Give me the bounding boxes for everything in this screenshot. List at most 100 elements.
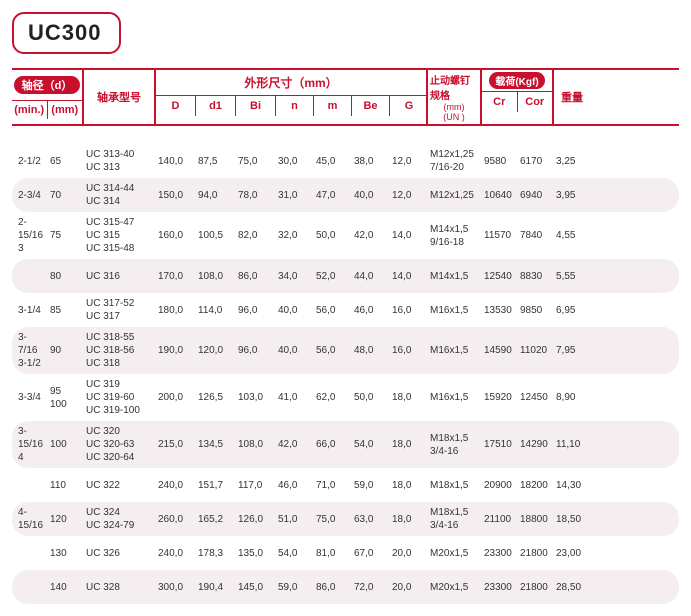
cell-Cr: 23300 (482, 577, 518, 598)
cell-model: UC 324 UC 324-79 (84, 502, 156, 536)
table-row: 3-15/16 4100UC 320 UC 320-63 UC 320-6421… (12, 421, 679, 468)
header-bolt-sub2: (UN ) (443, 112, 465, 122)
header-bolt-label: 止动螺钉规格 (430, 72, 478, 102)
cell-d1: 94,0 (196, 185, 236, 206)
cell-bolt: M16x1,5 (428, 387, 482, 408)
cell-wt: 5,55 (554, 266, 590, 287)
cell-Cor: 18200 (518, 475, 554, 496)
cell-Cr: 17510 (482, 434, 518, 455)
cell-D: 260,0 (156, 509, 196, 530)
cell-Cr: 13530 (482, 300, 518, 321)
cell-G: 18,0 (390, 387, 428, 408)
cell-d1: 120,0 (196, 340, 236, 361)
cell-model: UC 319 UC 319-60 UC 319-100 (84, 374, 156, 421)
header-Cor: Cor (518, 92, 553, 112)
cell-Cor: 21800 (518, 577, 554, 598)
table-row: 140UC 328300,0190,4145,059,086,072,020,0… (12, 570, 679, 604)
cell-mm: 95 100 (48, 381, 84, 415)
header-m: m (314, 96, 352, 116)
cell-Cor: 12450 (518, 387, 554, 408)
cell-min: 2-15/16 3 (12, 212, 48, 259)
cell-G: 16,0 (390, 340, 428, 361)
cell-G: 16,0 (390, 300, 428, 321)
cell-mm: 80 (48, 266, 84, 287)
cell-min: 2-1/2 (12, 151, 48, 172)
cell-G: 18,0 (390, 509, 428, 530)
header-dims-label: 外形尺寸（mm） (156, 70, 426, 95)
header-Be: Be (352, 96, 390, 116)
cell-bolt: M14x1,5 9/16-18 (428, 219, 482, 253)
table-row: 2-3/470UC 314-44 UC 314150,094,078,031,0… (12, 178, 679, 212)
cell-d1: 134,5 (196, 434, 236, 455)
cell-D: 300,0 (156, 577, 196, 598)
cell-Be: 54,0 (352, 434, 390, 455)
header-bolt-sub1: (mm) (444, 102, 465, 112)
cell-min (12, 583, 48, 591)
header-D: D (156, 96, 196, 116)
header-Bi: Bi (236, 96, 276, 116)
cell-D: 215,0 (156, 434, 196, 455)
cell-Cr: 14590 (482, 340, 518, 361)
cell-D: 240,0 (156, 475, 196, 496)
cell-n: 42,0 (276, 434, 314, 455)
cell-mm: 75 (48, 225, 84, 246)
cell-D: 160,0 (156, 225, 196, 246)
cell-Be: 38,0 (352, 151, 390, 172)
cell-model: UC 317-52 UC 317 (84, 293, 156, 327)
table-row: 80UC 316170,0108,086,034,052,044,014,0M1… (12, 259, 679, 293)
cell-Bi: 78,0 (236, 185, 276, 206)
cell-wt: 7,95 (554, 340, 590, 361)
cell-Cr: 9580 (482, 151, 518, 172)
cell-model: UC 328 (84, 577, 156, 598)
cell-Bi: 96,0 (236, 340, 276, 361)
cell-mm: 110 (48, 475, 84, 496)
cell-m: 75,0 (314, 509, 352, 530)
cell-Be: 63,0 (352, 509, 390, 530)
cell-wt: 6,95 (554, 300, 590, 321)
cell-Cr: 21100 (482, 509, 518, 530)
cell-n: 59,0 (276, 577, 314, 598)
cell-Cor: 9850 (518, 300, 554, 321)
cell-G: 14,0 (390, 266, 428, 287)
header-min: (min.) (12, 101, 48, 119)
table-row: 3-1/485UC 317-52 UC 317180,0114,096,040,… (12, 293, 679, 327)
cell-min (12, 549, 48, 557)
cell-min: 3-15/16 4 (12, 421, 48, 468)
cell-m: 52,0 (314, 266, 352, 287)
cell-model: UC 322 (84, 475, 156, 496)
cell-Bi: 135,0 (236, 543, 276, 564)
cell-min: 2-3/4 (12, 185, 48, 206)
cell-m: 62,0 (314, 387, 352, 408)
cell-G: 20,0 (390, 543, 428, 564)
table-row: 2-15/16 375UC 315-47 UC 315 UC 315-48160… (12, 212, 679, 259)
cell-mm: 130 (48, 543, 84, 564)
cell-m: 56,0 (314, 340, 352, 361)
header-dims-group: 外形尺寸（mm） D d1 Bi n m Be G (156, 70, 428, 124)
cell-wt: 8,90 (554, 387, 590, 408)
header-n: n (276, 96, 314, 116)
cell-Bi: 108,0 (236, 434, 276, 455)
header-Cr: Cr (482, 92, 518, 112)
cell-Bi: 75,0 (236, 151, 276, 172)
cell-bolt: M18x1,5 3/4-16 (428, 502, 482, 536)
cell-bolt: M12x1,25 7/16-20 (428, 144, 482, 178)
cell-m: 50,0 (314, 225, 352, 246)
header-shaft-pill: 轴径（d） (14, 76, 81, 94)
cell-Bi: 103,0 (236, 387, 276, 408)
cell-Cr: 15920 (482, 387, 518, 408)
cell-Be: 40,0 (352, 185, 390, 206)
cell-d1: 151,7 (196, 475, 236, 496)
cell-d1: 126,5 (196, 387, 236, 408)
cell-m: 47,0 (314, 185, 352, 206)
cell-G: 18,0 (390, 475, 428, 496)
cell-mm: 140 (48, 577, 84, 598)
cell-mm: 85 (48, 300, 84, 321)
header-load-pill: 载荷(Kgf) (489, 72, 544, 89)
cell-bolt: M14x1,5 (428, 266, 482, 287)
cell-bolt: M20x1,5 (428, 543, 482, 564)
cell-D: 140,0 (156, 151, 196, 172)
cell-D: 190,0 (156, 340, 196, 361)
title-box: UC300 (12, 12, 121, 54)
cell-wt: 11,10 (554, 434, 590, 455)
cell-model: UC 318-55 UC 318-56 UC 318 (84, 327, 156, 374)
